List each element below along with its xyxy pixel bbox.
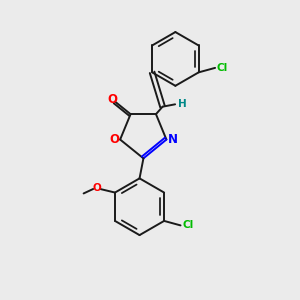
Text: N: N (167, 133, 177, 146)
Text: Cl: Cl (182, 220, 193, 230)
Text: H: H (178, 99, 187, 109)
Text: O: O (109, 133, 119, 146)
Text: O: O (108, 93, 118, 106)
Text: Cl: Cl (217, 63, 228, 73)
Text: O: O (93, 183, 101, 194)
